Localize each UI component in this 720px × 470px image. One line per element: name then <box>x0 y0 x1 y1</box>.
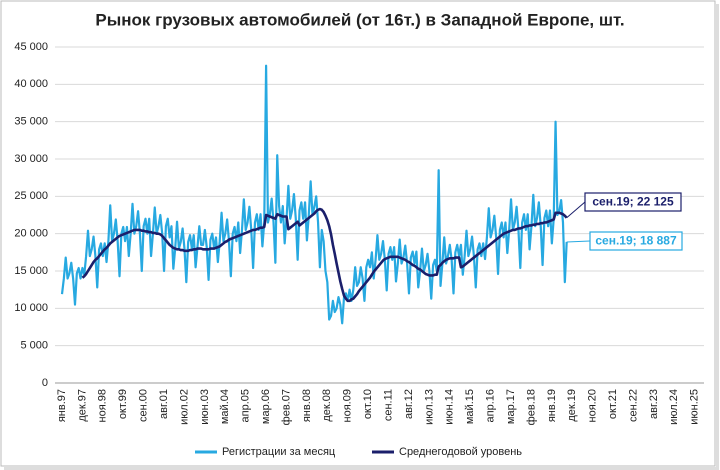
x-tick-label: дек.08 <box>321 389 333 422</box>
y-tick-label: 0 <box>42 377 48 389</box>
x-tick-label: май.04 <box>219 389 231 424</box>
x-tick-label: май.15 <box>464 389 476 424</box>
x-tick-label: янв.08 <box>301 389 313 422</box>
shadow <box>4 467 719 470</box>
legend-label: Среднегодовой уровень <box>399 446 522 458</box>
x-tick-label: апр.05 <box>240 389 252 422</box>
y-tick-label: 40 000 <box>14 78 48 90</box>
x-tick-label: янв.97 <box>56 389 68 422</box>
x-tick-label: июн.25 <box>689 389 701 425</box>
x-tick-label: июл.13 <box>423 389 435 425</box>
y-tick-label: 30 000 <box>14 153 48 165</box>
x-tick-label: апр.16 <box>485 389 497 422</box>
x-tick-label: дек.19 <box>566 389 578 422</box>
x-tick-label: июн.14 <box>444 389 456 425</box>
x-tick-label: авг.01 <box>158 389 170 419</box>
x-tick-label: сен.00 <box>138 389 150 422</box>
x-tick-label: ноя.20 <box>587 389 599 422</box>
annotation: сен.19; 18 887 <box>595 234 677 248</box>
legend-label: Регистрации за месяц <box>222 446 336 458</box>
x-tick-label: мар.17 <box>505 389 517 424</box>
x-tick-label: авг.23 <box>648 389 660 419</box>
x-tick-label: ноя.98 <box>97 389 109 422</box>
annotation-box <box>584 192 682 212</box>
x-tick-label: фев.18 <box>525 389 537 425</box>
y-tick-label: 20 000 <box>14 228 48 240</box>
x-tick-label: янв.19 <box>546 389 558 422</box>
y-tick-label: 35 000 <box>14 116 48 128</box>
x-tick-label: окт.10 <box>362 389 374 419</box>
x-tick-label: авг.12 <box>403 389 415 419</box>
x-tick-label: сен.11 <box>382 389 394 421</box>
leader-line <box>566 240 591 243</box>
series-line <box>81 207 568 303</box>
y-tick-label: 10 000 <box>14 302 48 314</box>
x-tick-label: сен.22 <box>627 389 639 422</box>
x-tick-label: мар.06 <box>260 389 272 424</box>
x-tick-label: июл.24 <box>668 389 680 425</box>
x-tick-label: июн.03 <box>199 389 211 425</box>
annotation-box <box>589 231 683 251</box>
x-tick-label: ноя.09 <box>342 389 354 422</box>
x-tick-label: окт.99 <box>117 389 129 419</box>
x-tick-label: фев.07 <box>280 389 292 425</box>
y-tick-label: 5 000 <box>20 340 48 352</box>
series-line <box>60 64 568 325</box>
y-tick-label: 15 000 <box>14 265 48 277</box>
leader-line <box>566 201 586 219</box>
x-tick-label: окт.21 <box>607 389 619 419</box>
annotation: сен.19; 22 125 <box>592 195 674 209</box>
x-tick-label: дек.97 <box>76 389 88 422</box>
chart-title: Рынок грузовых автомобилей (от 16т.) в З… <box>95 10 624 29</box>
y-tick-label: 45 000 <box>14 41 48 53</box>
y-tick-label: 25 000 <box>14 190 48 202</box>
shadow <box>716 4 719 469</box>
x-tick-label: июл.02 <box>178 389 190 425</box>
